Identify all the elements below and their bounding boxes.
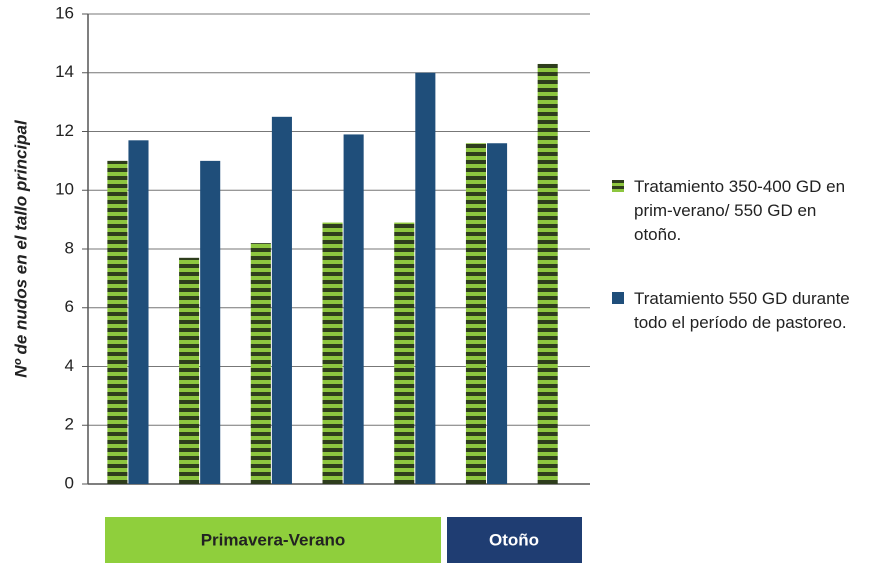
y-tick-label: 0 [65,473,74,492]
y-tick-label: 14 [55,62,74,81]
bar [179,257,200,484]
y-tick-label: 6 [65,297,74,316]
season-band [447,517,582,563]
bar [128,140,149,484]
y-tick-label: 10 [55,180,74,199]
bar [107,160,128,484]
legend-item: Tratamiento 350-400 GD en prim-verano/ 5… [612,175,862,247]
y-tick-label: 2 [65,415,74,434]
season-label: Primavera-Verano [201,530,346,549]
y-tick-label: 12 [55,121,74,140]
bar [250,243,271,484]
bar [415,72,436,484]
bar [271,116,292,484]
y-tick-label: 4 [65,356,74,375]
y-tick-label: 8 [65,238,74,257]
bar [343,134,364,484]
y-tick-label: 16 [55,3,74,22]
legend-label: Tratamiento 550 GD durante todo el perío… [634,289,850,332]
bar [322,222,343,484]
legend-swatch [612,292,624,304]
legend-label: Tratamiento 350-400 GD en prim-verano/ 5… [634,177,846,244]
legend-item: Tratamiento 550 GD durante todo el perío… [612,287,862,335]
y-axis-label: Nº de nudos en el tallo principal [11,119,30,378]
bar [537,63,558,484]
bar [487,143,508,484]
bar [394,222,415,484]
legend-swatch [612,180,624,192]
season-band [105,517,441,563]
bar [200,160,221,484]
bar [465,143,487,484]
season-label: Otoño [489,530,539,549]
